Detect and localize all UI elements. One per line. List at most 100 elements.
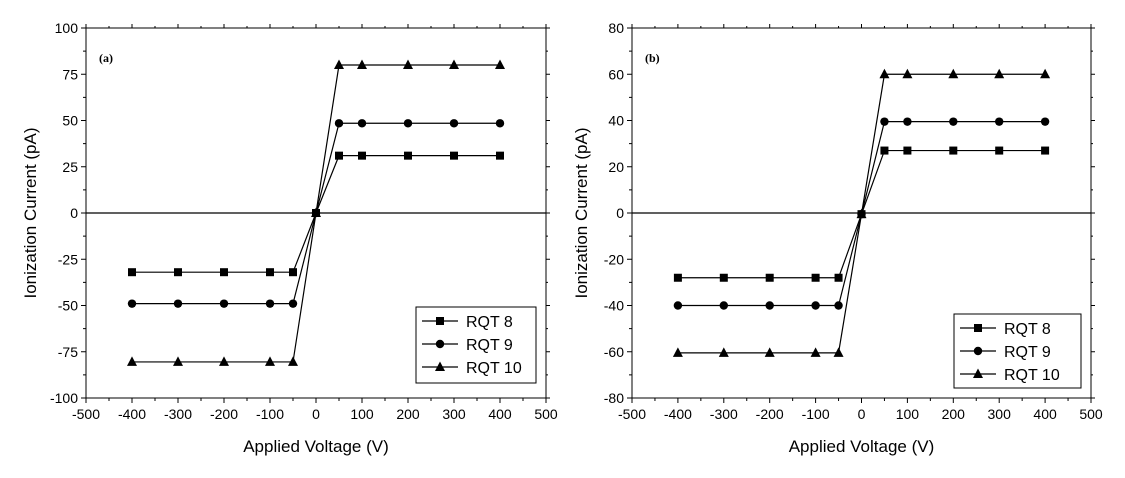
series-rqt-8-point	[811, 273, 820, 282]
y-tick-label: 40	[608, 113, 624, 129]
y-tick-label: -60	[604, 344, 624, 360]
x-tick-label: -300	[710, 406, 738, 422]
y-tick-label: 25	[62, 159, 78, 175]
series-rqt-8-point	[128, 268, 136, 277]
legend-rqt-10-marker	[973, 368, 983, 378]
x-tick-label: 300	[442, 406, 466, 422]
y-tick-label: -25	[58, 251, 78, 267]
legend-rqt-8-marker	[974, 324, 982, 332]
series-rqt-9-point	[880, 117, 889, 126]
legend-rqt-9-marker	[973, 346, 983, 356]
series-rqt-9-point	[357, 119, 367, 128]
series-rqt-9-point	[949, 117, 958, 126]
y-tick-label: 0	[70, 205, 78, 221]
series-rqt-10-point	[219, 356, 229, 366]
series-rqt-9-point	[995, 117, 1004, 126]
series-rqt-8-point	[903, 146, 912, 155]
x-tick-label: -500	[618, 406, 646, 422]
y-tick-label: -80	[604, 390, 624, 406]
x-tick-label: 500	[1079, 406, 1103, 422]
series-rqt-8-point	[834, 273, 843, 282]
series-rqt-9-point	[219, 299, 229, 308]
series-rqt-10-point	[879, 68, 890, 79]
y-tick-label: 0	[616, 205, 624, 221]
x-tick-label: 200	[942, 406, 966, 422]
series-rqt-10-point	[764, 347, 775, 357]
y-tick-label: -40	[604, 298, 624, 314]
series-rqt-10-point	[672, 347, 683, 357]
series-rqt-10-point	[1040, 68, 1051, 79]
y-tick-label: -50	[58, 298, 78, 314]
series-rqt-10-point	[948, 68, 959, 79]
legend-rqt-8-label: RQT 8	[466, 314, 513, 331]
series-rqt-10-point	[994, 68, 1005, 79]
series-rqt-9-point	[765, 301, 774, 310]
series-rqt-8-point	[358, 151, 366, 160]
x-tick-label: 300	[988, 406, 1012, 422]
x-tick-label: -100	[256, 406, 284, 422]
y-tick-label: -75	[58, 344, 78, 360]
series-rqt-10-point	[288, 356, 298, 366]
series-rqt-9-point	[495, 119, 505, 128]
y-tick-label: 50	[62, 113, 78, 129]
series-rqt-8-point	[335, 151, 343, 160]
series-rqt-9-point	[403, 119, 413, 128]
series-rqt-10-point	[902, 68, 913, 79]
y-axis-title: Ionization Current (pA)	[572, 127, 591, 298]
y-tick-label: -100	[50, 390, 78, 406]
x-tick-label: 0	[312, 406, 320, 422]
series-rqt-9-point	[288, 299, 298, 308]
y-tick-label: -20	[604, 251, 624, 267]
series-rqt-10-point	[403, 59, 413, 69]
chart-panel-b: -500 -400 -300 -200 -100 0 100 200 300 400 500-80-…	[572, 20, 1103, 456]
series-rqt-10-point	[265, 356, 275, 366]
legend-rqt-8-marker	[436, 317, 444, 325]
y-tick-label: 100	[55, 20, 79, 36]
legend-rqt-9-label: RQT 9	[1004, 344, 1051, 361]
series-rqt-10-point	[449, 59, 459, 69]
series-rqt-9-point	[673, 301, 683, 310]
y-tick-label: 75	[62, 66, 78, 82]
series-rqt-10-point	[173, 356, 183, 366]
series-rqt-8-point	[1041, 146, 1050, 155]
legend-rqt-8-label: RQT 8	[1004, 321, 1051, 338]
x-tick-label: 200	[396, 406, 420, 422]
series-rqt-8-point	[496, 151, 504, 160]
x-tick-label: 400	[488, 406, 512, 422]
series-rqt-10-point	[127, 356, 137, 366]
series-rqt-8-point	[673, 273, 682, 282]
x-tick-label: 100	[350, 406, 374, 422]
x-tick-label: 500	[534, 406, 558, 422]
series-rqt-8-point	[289, 268, 297, 277]
y-tick-label: 80	[608, 20, 624, 36]
series-rqt-8-point	[765, 273, 774, 282]
x-tick-label: -200	[756, 406, 784, 422]
series-rqt-8-point	[880, 146, 889, 155]
series-rqt-9-point	[127, 299, 137, 308]
legend-rqt-9-marker	[435, 339, 445, 349]
series-rqt-10-point	[334, 59, 344, 69]
x-tick-label: -400	[118, 406, 146, 422]
x-tick-label: -400	[664, 406, 692, 422]
series-rqt-9-point	[449, 119, 459, 128]
x-tick-label: -100	[802, 406, 830, 422]
series-rqt-8-point	[404, 151, 412, 160]
series-rqt-8-point	[174, 268, 182, 277]
legend-rqt-9-label: RQT 9	[466, 337, 513, 354]
chart-panel-a: -500 -400 -300 -200 -100 0 100 200 300 400 500-100…	[21, 20, 558, 456]
x-tick-label: -200	[210, 406, 238, 422]
x-tick-label: -500	[72, 406, 100, 422]
x-axis-title: Applied Voltage (V)	[789, 437, 935, 456]
y-tick-label: 20	[608, 159, 624, 175]
y-axis-title: Ionization Current (pA)	[21, 127, 40, 298]
series-rqt-10-point	[833, 347, 844, 357]
series-rqt-9-point	[719, 301, 728, 310]
series-rqt-8-point	[220, 268, 228, 277]
x-tick-label: 400	[1033, 406, 1057, 422]
panel-label: (b)	[645, 51, 660, 65]
panel-label: (a)	[99, 51, 113, 65]
legend-rqt-10-marker	[435, 361, 445, 371]
y-tick-label: 60	[608, 66, 624, 82]
series-rqt-10-point	[718, 347, 729, 357]
